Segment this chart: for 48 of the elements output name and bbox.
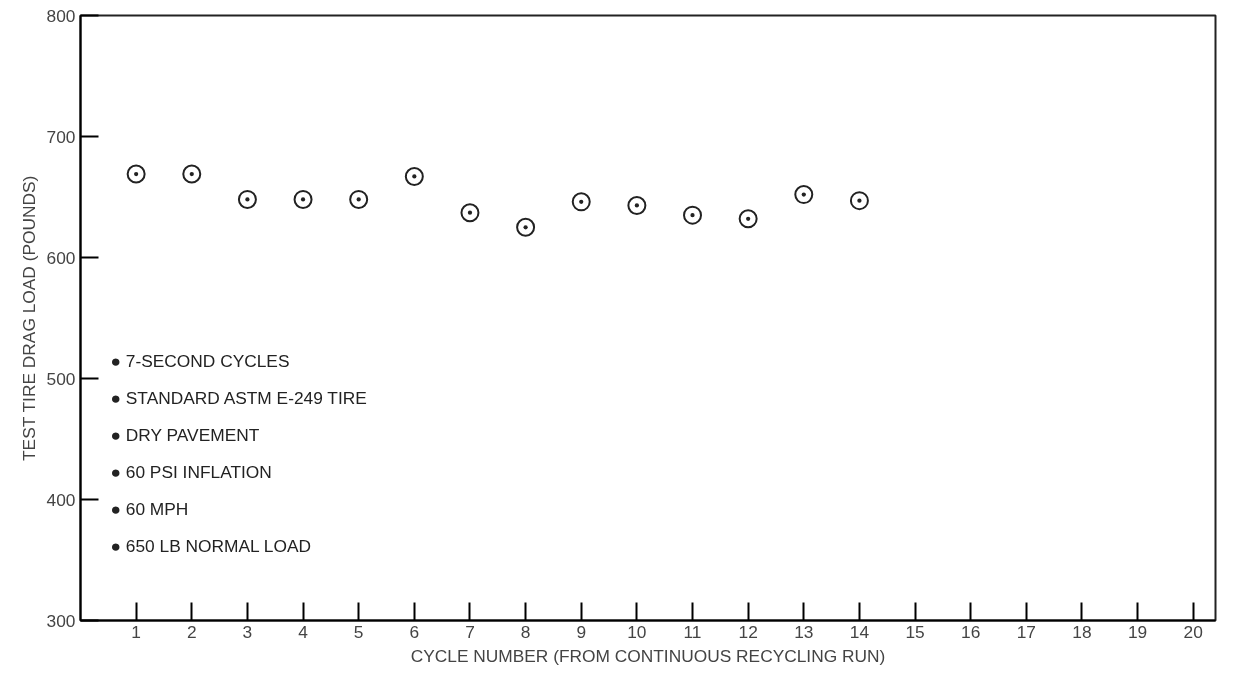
point <box>738 209 758 229</box>
annotation: ● 650 LB NORMAL LOAD <box>110 535 312 556</box>
point <box>571 192 591 212</box>
x-tick-label: 16 <box>961 621 981 642</box>
x-tick-label: 9 <box>576 621 587 642</box>
x-tick-label: 14 <box>849 621 870 642</box>
x-tick-label: 20 <box>1183 621 1203 642</box>
point <box>404 166 424 186</box>
x-tick-label: 2 <box>186 621 197 642</box>
x-tick-label: 17 <box>1016 621 1036 642</box>
x-tick-label: 15 <box>905 621 925 642</box>
y-tick-label: 300 <box>46 610 76 631</box>
point <box>627 195 647 215</box>
annotation: ● 7-SECOND CYCLES <box>110 350 290 371</box>
x-axis-title: CYCLE NUMBER (FROM CONTINUOUS RECYCLING RUN) <box>410 645 886 666</box>
y-tick-label: 700 <box>46 126 76 147</box>
x-tick-label: 13 <box>794 621 814 642</box>
x-tick-label: 18 <box>1072 621 1092 642</box>
point <box>683 205 703 225</box>
point <box>849 191 869 211</box>
point <box>126 164 146 184</box>
point <box>349 189 369 209</box>
x-tick-label: 7 <box>465 621 475 642</box>
x-tick-label: 3 <box>242 621 253 642</box>
y-tick-label: 400 <box>46 489 76 510</box>
x-tick-label: 5 <box>353 621 364 642</box>
annotation: ● 60 MPH <box>110 498 189 519</box>
point <box>182 164 202 184</box>
y-tick-label: 500 <box>46 368 76 389</box>
y-tick-label: 800 <box>46 5 76 26</box>
point <box>460 203 480 223</box>
annotation: ● STANDARD ASTM E-249 TIRE <box>110 387 367 408</box>
x-tick-label: 12 <box>738 621 758 642</box>
x-tick-label: 1 <box>131 621 141 642</box>
x-tick-label: 19 <box>1127 621 1148 642</box>
x-tick-label: 6 <box>409 621 420 642</box>
x-tick-label: 10 <box>627 621 647 642</box>
x-tick-label: 8 <box>520 621 531 642</box>
annotation: ● DRY PAVEMENT <box>110 424 260 445</box>
y-axis-title: TEST TIRE DRAG LOAD (POUNDS) <box>18 175 39 461</box>
x-tick-label: 4 <box>298 621 309 642</box>
point <box>794 185 814 205</box>
y-tick-label: 600 <box>46 247 76 268</box>
annotation: ● 60 PSI INFLATION <box>110 461 272 482</box>
point <box>293 189 313 209</box>
point <box>516 217 536 237</box>
x-tick-label: 11 <box>683 621 702 642</box>
point <box>237 189 257 209</box>
